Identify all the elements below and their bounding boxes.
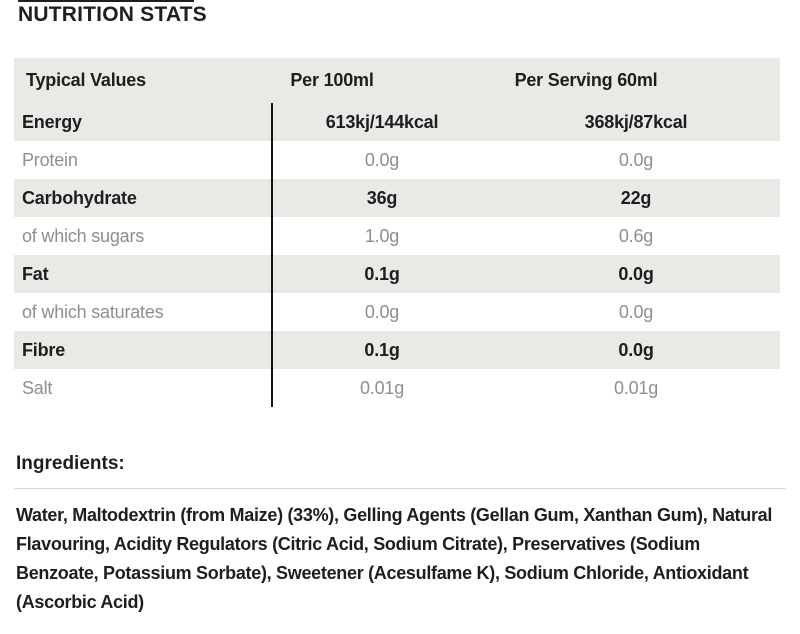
row-label: of which saturates (22, 301, 164, 322)
row-label: Protein (22, 149, 78, 170)
value-per-100ml: 0.01g (359, 377, 405, 398)
page-title: NUTRITION STATS (18, 3, 207, 26)
row-label: Fat (22, 263, 49, 284)
value-per-serving-60ml: 22g (620, 187, 652, 208)
value-per-100ml: 0.1g (364, 263, 400, 284)
table-row: Salt 0.01g 0.01g (14, 369, 780, 407)
row-label: Carbohydrate (22, 187, 137, 208)
table-row: Carbohydrate 36g 22g (14, 179, 780, 217)
table-row: of which saturates 0.0g 0.0g (14, 293, 780, 331)
value-per-serving-60ml: 0.0g (618, 149, 654, 170)
cropped-text-remnant (18, 0, 194, 2)
row-label: Energy (22, 111, 82, 132)
ingredients-heading: Ingredients: (16, 453, 125, 474)
ingredients-text: Water, Maltodextrin (from Maize) (33%), … (16, 505, 773, 612)
value-per-serving-60ml: 368kj/87kcal (584, 111, 688, 132)
value-per-serving-60ml: 0.0g (618, 301, 654, 322)
column-header-per-serving-60ml: Per Serving 60ml (514, 70, 658, 90)
value-per-100ml: 613kj/144kcal (325, 111, 439, 132)
table-row: Energy 613kj/144kcal 368kj/87kcal (14, 103, 780, 141)
row-label: Fibre (22, 339, 66, 360)
table-row: Fat 0.1g 0.0g (14, 255, 780, 293)
value-per-100ml: 1.0g (364, 225, 400, 246)
table-row: Protein 0.0g 0.0g (14, 141, 780, 179)
value-per-100ml: 0.1g (364, 339, 400, 360)
ingredients-section: Ingredients: Water, Maltodextrin (from M… (14, 453, 786, 617)
table-body: Energy 613kj/144kcal 368kj/87kcal Protei… (14, 103, 780, 407)
value-per-serving-60ml: 0.0g (618, 339, 654, 360)
table-row: of which sugars 1.0g 0.6g (14, 217, 780, 255)
table-header-row: Typical Values Per 100ml Per Serving 60m… (14, 58, 780, 103)
value-per-serving-60ml: 0.6g (618, 225, 654, 246)
column-divider-line (271, 103, 273, 407)
row-label: of which sugars (22, 225, 145, 246)
column-header-typical-values: Typical Values (26, 70, 146, 90)
row-label: Salt (22, 377, 53, 398)
table-row: Fibre 0.1g 0.0g (14, 331, 780, 369)
value-per-100ml: 0.0g (364, 301, 400, 322)
column-header-per-100ml: Per 100ml (290, 70, 374, 90)
nutrition-table: Typical Values Per 100ml Per Serving 60m… (14, 58, 780, 407)
value-per-100ml: 36g (366, 187, 398, 208)
value-per-serving-60ml: 0.01g (613, 377, 659, 398)
ingredients-divider (14, 488, 786, 489)
value-per-100ml: 0.0g (364, 149, 400, 170)
value-per-serving-60ml: 0.0g (618, 263, 654, 284)
